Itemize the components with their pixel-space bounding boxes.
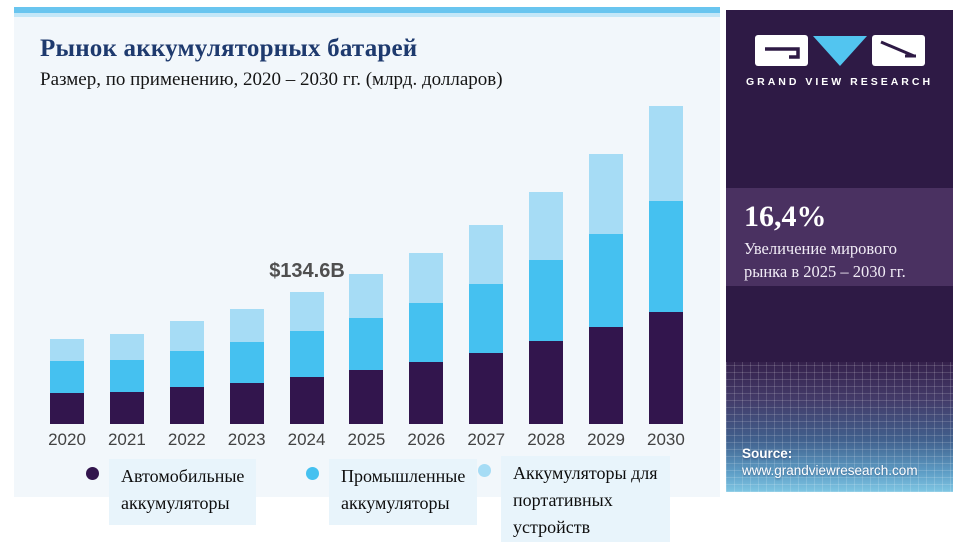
bar-segment (409, 302, 444, 363)
bar-segment (529, 340, 564, 424)
bar-2023: 2023 (228, 308, 266, 449)
legend-label-industrial: Промышленные аккумуляторы (329, 459, 478, 525)
bar-2027: 2027 (467, 225, 505, 449)
bar-segment (469, 225, 504, 285)
year-label: 2027 (467, 430, 506, 449)
bar-segment (349, 318, 384, 371)
growth-stat-value: 16,4% (744, 200, 827, 233)
gvr-logo-icon (754, 35, 925, 66)
bar-segment (169, 350, 204, 387)
bar-segment (529, 259, 564, 341)
year-label: 2025 (347, 430, 386, 449)
bar-2020: 2020 (48, 338, 86, 449)
growth-stat-description: Увеличение мирового рынка в 2025 – 2030 … (744, 239, 906, 281)
bar-segment (229, 382, 264, 424)
bar-segment (109, 391, 144, 424)
bar-segment (409, 252, 444, 303)
legend-label-portable: Аккумуляторы для портативных устройств (501, 456, 670, 542)
bar-segment (50, 338, 84, 362)
year-label: 2021 (107, 430, 146, 449)
bar-segment (229, 308, 264, 342)
bar-segment (229, 341, 264, 383)
bar-segment (349, 370, 384, 424)
year-label: 2024 (287, 430, 326, 449)
legend-item-automotive: Автомобильные аккумуляторы (86, 459, 257, 525)
year-label: 2022 (167, 430, 206, 449)
chart-subtitle: Размер, по применению, 2020 – 2030 гг. (… (40, 69, 503, 90)
bar-segment (169, 386, 204, 424)
bar-segment (589, 234, 624, 328)
legend-item-portable: Аккумуляторы для портативных устройств (478, 456, 670, 542)
bar-segment (50, 361, 84, 393)
mesh-graphic (726, 362, 953, 492)
source-label: Source: (742, 446, 793, 461)
legend-item-industrial: Промышленные аккумуляторы (306, 459, 478, 525)
bar-segment (109, 334, 144, 361)
bar-segment (529, 192, 564, 260)
bar-segment (648, 201, 683, 312)
chart-title: Рынок аккумуляторных батарей (40, 35, 418, 62)
year-label: 2028 (527, 430, 566, 449)
bar-segment (469, 352, 504, 424)
bar-segment (648, 106, 683, 202)
bar-annotation: $134.6B (269, 260, 345, 283)
bar-segment (289, 377, 324, 424)
bar-2026: 2026 (407, 252, 445, 449)
bar-segment (169, 321, 204, 351)
bar-2029: 2029 (587, 154, 625, 449)
gvr-logo: GRAND VIEW RESEARCH (726, 33, 953, 88)
year-label: 2026 (407, 430, 446, 449)
legend-dot-portable (478, 464, 491, 477)
bar-segment (409, 362, 444, 424)
bar-2021: 2021 (108, 334, 146, 449)
bar-segment (469, 284, 504, 353)
bar-chart: $134.6B 2020 2021 2022 2023 2024 2025 2026 2027… (48, 104, 685, 449)
bar-2030: 2030 (647, 106, 685, 449)
legend-dot-automotive (86, 467, 99, 480)
legend-label-automotive: Автомобильные аккумуляторы (109, 459, 257, 525)
year-label: 2029 (587, 430, 625, 449)
source-block: Source: www.grandviewresearch.com (742, 446, 918, 478)
bar-2025: 2025 (348, 274, 385, 449)
bar-segment (648, 311, 683, 424)
chart-card: Рынок аккумуляторных батарей Размер, по … (14, 7, 720, 497)
sidebar: GRAND VIEW RESEARCH 16,4% Увеличение мир… (726, 10, 953, 492)
legend-dot-industrial (306, 467, 319, 480)
bar-segment (109, 360, 144, 392)
bar-segment (289, 292, 324, 332)
year-label: 2020 (48, 430, 86, 449)
bar-segment (50, 392, 84, 424)
bar-segment (589, 154, 624, 235)
year-label: 2023 (227, 430, 266, 449)
bar-segment (589, 327, 624, 424)
bar-2028: 2028 (527, 192, 565, 449)
bar-segment (289, 331, 324, 378)
year-label: 2030 (646, 430, 685, 449)
accent-strip (14, 7, 720, 17)
bar-2024: 2024 (288, 292, 325, 449)
bar-segment (349, 274, 384, 319)
growth-stat: 16,4% Увеличение мирового рынка в 2025 –… (726, 188, 953, 286)
bar-2022: 2022 (168, 321, 206, 449)
source-url[interactable]: www.grandviewresearch.com (742, 463, 918, 478)
gvr-logo-text: GRAND VIEW RESEARCH (745, 76, 934, 88)
